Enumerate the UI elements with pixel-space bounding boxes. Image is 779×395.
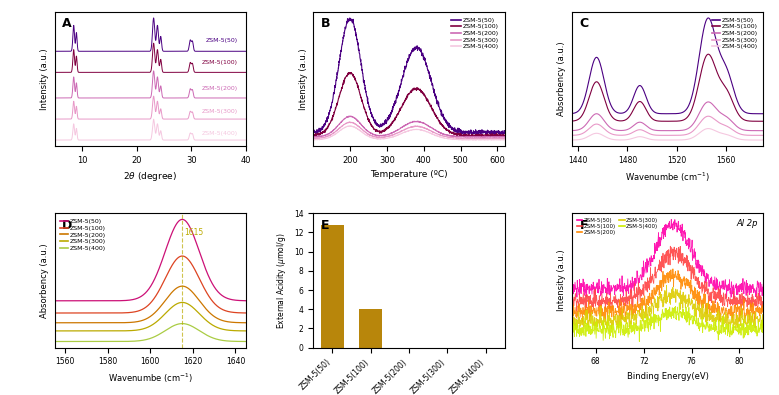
Y-axis label: Intensity (a.u.): Intensity (a.u.): [557, 250, 566, 311]
Text: A: A: [62, 17, 72, 30]
Text: F: F: [580, 219, 588, 232]
Text: D: D: [62, 219, 72, 232]
Legend: ZSM-5(50), ZSM-5(100), ZSM-5(200), ZSM-5(300), ZSM-5(400): ZSM-5(50), ZSM-5(100), ZSM-5(200), ZSM-5…: [575, 216, 661, 237]
Y-axis label: Intensity (a.u.): Intensity (a.u.): [298, 48, 308, 110]
Legend: ZSM-5(50), ZSM-5(100), ZSM-5(200), ZSM-5(300), ZSM-5(400): ZSM-5(50), ZSM-5(100), ZSM-5(200), ZSM-5…: [449, 15, 502, 52]
Y-axis label: Intensity (a.u.): Intensity (a.u.): [40, 48, 49, 110]
Bar: [359, 309, 382, 348]
X-axis label: Wavenumbe (cm$^{-1}$): Wavenumbe (cm$^{-1}$): [625, 170, 710, 184]
Text: C: C: [580, 17, 589, 30]
Legend: ZSM-5(50), ZSM-5(100), ZSM-5(200), ZSM-5(300), ZSM-5(400): ZSM-5(50), ZSM-5(100), ZSM-5(200), ZSM-5…: [710, 15, 760, 52]
Text: ZSM-5(400): ZSM-5(400): [202, 131, 238, 135]
Legend: ZSM-5(50), ZSM-5(100), ZSM-5(200), ZSM-5(300), ZSM-5(400): ZSM-5(50), ZSM-5(100), ZSM-5(200), ZSM-5…: [58, 216, 108, 253]
X-axis label: Wavenumbe (cm$^{-1}$): Wavenumbe (cm$^{-1}$): [108, 372, 193, 385]
X-axis label: 2$\theta$ (degree): 2$\theta$ (degree): [123, 170, 178, 183]
X-axis label: Binding Energy(eV): Binding Energy(eV): [626, 372, 709, 381]
X-axis label: Temperature (ºC): Temperature (ºC): [370, 170, 448, 179]
Text: ZSM-5(100): ZSM-5(100): [202, 60, 238, 65]
Text: B: B: [321, 17, 330, 30]
Y-axis label: External Acidity ($\mu$mol/g): External Acidity ($\mu$mol/g): [275, 232, 288, 329]
Y-axis label: Absorbency (a.u.): Absorbency (a.u.): [557, 42, 566, 116]
Text: ZSM-5(300): ZSM-5(300): [202, 109, 238, 114]
Text: E: E: [321, 219, 330, 232]
Y-axis label: Absorbency (a.u.): Absorbency (a.u.): [40, 243, 49, 318]
Text: 1615: 1615: [185, 228, 203, 237]
Bar: [321, 225, 344, 348]
Text: ZSM-5(200): ZSM-5(200): [202, 87, 238, 91]
Text: ZSM-5(50): ZSM-5(50): [206, 38, 238, 43]
Text: Al 2p: Al 2p: [736, 219, 758, 228]
